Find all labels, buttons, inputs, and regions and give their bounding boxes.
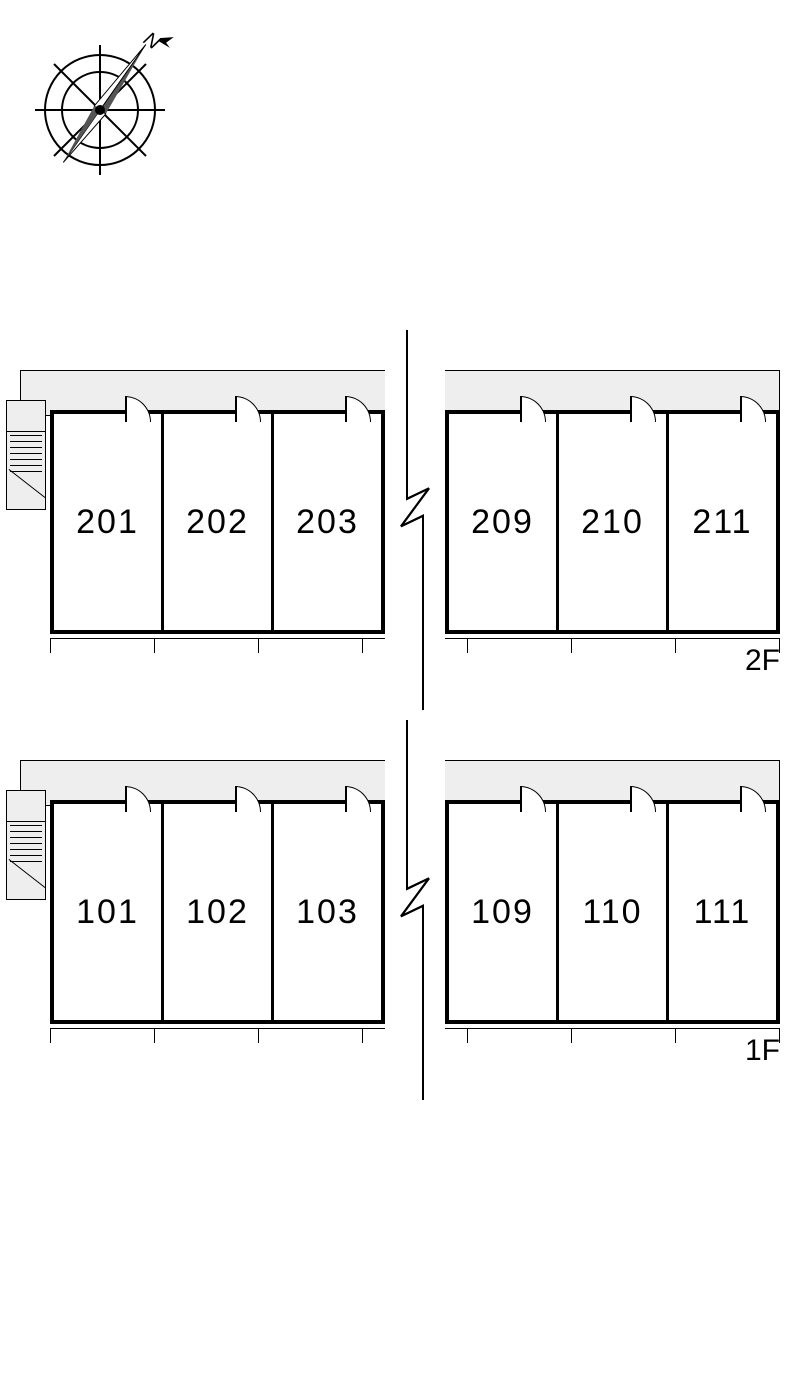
unit: 203 [271,410,385,634]
unit-label: 211 [692,503,752,542]
unit: 209 [445,410,556,634]
unit-label: 103 [296,893,359,932]
floor-f2: 2012022032092102112F [20,370,780,670]
unit: 101 [50,800,161,1024]
unit: 103 [271,800,385,1024]
unit-label: 203 [296,503,359,542]
unit: 201 [50,410,161,634]
section-break-icon [385,720,445,1100]
unit-group-left: 101 102 103 [50,800,385,1024]
unit: 211 [666,410,780,634]
unit-label: 210 [581,503,644,542]
unit-label: 201 [76,503,139,542]
unit-group-left: 201 202 203 [50,410,385,634]
unit-label: 110 [582,893,642,932]
stair-icon [6,400,46,510]
unit-group-right: 109 110 111 [445,800,780,1024]
unit-group-right: 209 210 211 [445,410,780,634]
unit-label: 102 [186,893,249,932]
floor-label: 2F [745,644,780,678]
unit: 102 [161,800,271,1024]
unit-label: 109 [471,893,534,932]
unit-label: 111 [694,893,752,932]
unit: 111 [666,800,780,1024]
unit: 202 [161,410,271,634]
floor-label: 1F [745,1034,780,1068]
unit-label: 209 [471,503,534,542]
section-break-icon [385,330,445,710]
unit: 109 [445,800,556,1024]
unit-label: 202 [186,503,249,542]
floor-f1: 1011021031091101111F [20,760,780,1060]
compass-icon: N [30,20,190,180]
floorplan-canvas: N 201 202 203 209 210 211 2F 101 102 103 109 110 111… [0,0,800,1373]
unit: 110 [556,800,666,1024]
unit: 210 [556,410,666,634]
unit-label: 101 [76,893,139,932]
stair-icon [6,790,46,900]
